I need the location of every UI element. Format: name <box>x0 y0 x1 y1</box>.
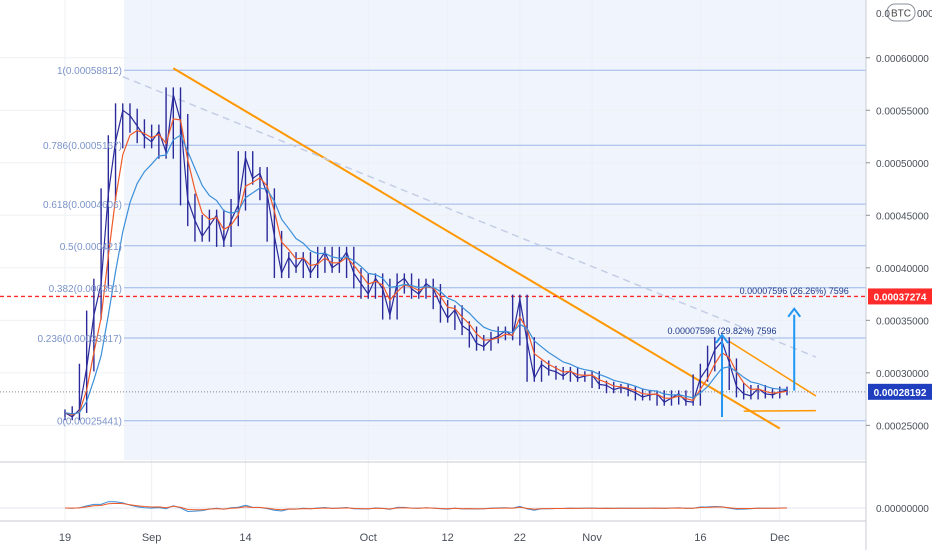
y-tick-label-2: 0.00050000 <box>876 159 929 170</box>
measure-label-0: 0.00007596 (29.82%) 7596 <box>667 326 776 336</box>
dashed-trendline[interactable] <box>122 75 817 358</box>
y-tick-label-5: 0.00035000 <box>876 316 929 327</box>
y-tick-label-6: 0.00030000 <box>876 369 929 380</box>
price-badge-1 <box>868 383 932 400</box>
y-tick-label-4: 0.00040000 <box>876 264 929 275</box>
price-series-line[interactable] <box>64 94 788 418</box>
x-tick-label-3: Oct <box>360 532 377 544</box>
x-tick-label-1: Sep <box>142 532 162 544</box>
indicator-tick-label: 0.00000000 <box>876 504 929 515</box>
fib-highlight-zone <box>124 0 866 460</box>
ema-slow-line[interactable] <box>64 134 788 415</box>
y-tick-label-0: 0.00060000 <box>876 54 929 65</box>
btc-symbol-badge: BTC <box>886 3 916 22</box>
fib-label-3: 0.5(0.000421) <box>60 242 122 253</box>
btc-symbol-label: BTC <box>891 9 911 20</box>
fib-label-0: 1(0.00058812) <box>57 66 122 77</box>
x-tick-label-7: 16 <box>694 532 706 544</box>
y-tick-label-3: 0.00045000 <box>876 211 929 222</box>
y-axis-top-label: 0.0 <box>876 9 890 20</box>
x-tick-label-5: 22 <box>514 532 526 544</box>
y-tick-label-7: 0.00025000 <box>876 421 929 432</box>
x-tick-label-2: 14 <box>239 532 251 544</box>
fib-label-5: 0.236(0.00033317) <box>37 334 122 345</box>
price-badge-0 <box>868 288 932 305</box>
projection-arrow-1-head <box>715 333 729 344</box>
indicator-line-b <box>64 502 788 511</box>
measure-label-1: 0.00007596 (26.26%) 7596 <box>740 286 849 296</box>
fib-label-4: 0.382(0.000381) <box>49 284 122 295</box>
fib-label-6: 0(0.00025441) <box>57 417 122 428</box>
y-axis-top-suffix: 000 <box>917 9 932 20</box>
fib-label-2: 0.618(0.0004606) <box>43 200 122 211</box>
x-tick-label-0: 19 <box>59 532 71 544</box>
flag-upper-line[interactable] <box>728 340 817 397</box>
fib-label-1: 0.786(0.0005167) <box>43 141 122 152</box>
price-badge-label-1: 0.00028192 <box>874 388 927 399</box>
x-tick-label-8: Dec <box>770 532 790 544</box>
y-tick-label-1: 0.00055000 <box>876 106 929 117</box>
main-trendline[interactable] <box>172 67 781 430</box>
price-badge-label-0: 0.00037274 <box>874 292 927 303</box>
x-tick-label-4: 12 <box>442 532 454 544</box>
projection-arrow-2-head <box>787 307 802 318</box>
x-tick-label-6: Nov <box>582 532 602 544</box>
flag-lower-line[interactable] <box>743 409 816 412</box>
